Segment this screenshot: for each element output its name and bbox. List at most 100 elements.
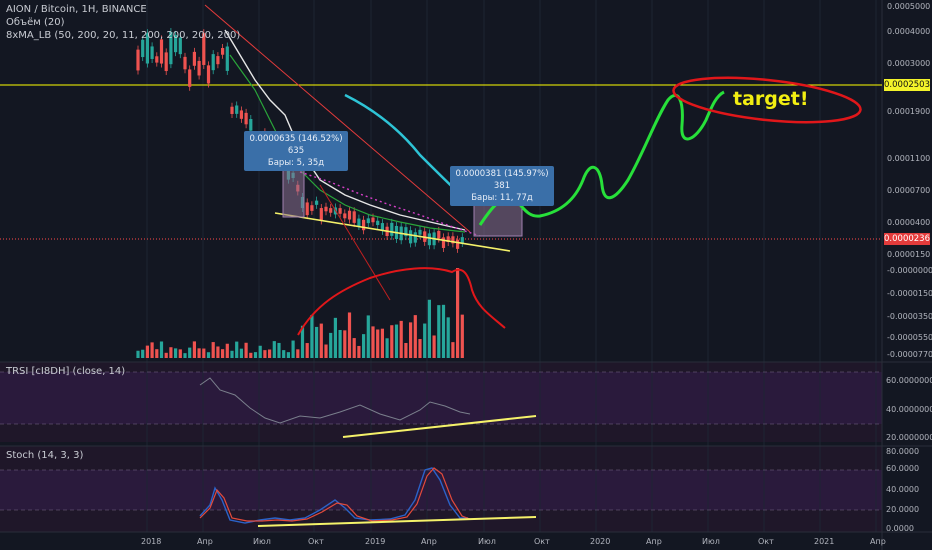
volume-bar: [244, 342, 248, 358]
volume-bar: [319, 323, 323, 358]
volume-bar: [272, 341, 276, 358]
measure1-change: 0.0000635 (146.52%) 635: [249, 134, 343, 156]
stoch-yellow-trendline: [257, 516, 537, 527]
volume-bar: [197, 348, 201, 358]
volume-bar: [268, 349, 272, 358]
volume-bar: [192, 341, 196, 358]
candle-body: [206, 65, 211, 84]
volume-bar: [324, 344, 328, 358]
candle-body: [192, 51, 196, 66]
time-tick: 2021: [814, 537, 834, 546]
candle-body: [347, 210, 352, 220]
volume-bar: [446, 317, 450, 358]
volume-bar: [141, 349, 145, 358]
volume-bar: [183, 353, 187, 358]
candle-body: [310, 205, 314, 211]
volume-bar: [249, 352, 253, 358]
volume-bar: [155, 349, 159, 358]
time-tick: Окт: [308, 537, 324, 546]
candle-body: [145, 33, 149, 64]
time-tick: 2018: [141, 537, 161, 546]
price-tick: -0.0000770: [887, 350, 932, 359]
candle-body: [216, 56, 220, 65]
candle-body: [460, 237, 464, 243]
price-tick: -0.0000000: [887, 266, 932, 275]
candle-body: [413, 232, 417, 243]
volume-bar: [136, 350, 140, 358]
time-tick: Окт: [758, 537, 774, 546]
volume-bar: [282, 350, 286, 358]
candle-body: [155, 56, 159, 63]
candle-body: [376, 220, 380, 226]
time-tick: 2019: [365, 537, 385, 546]
volume-bar: [225, 343, 229, 358]
candle-body: [324, 206, 328, 212]
candle-body: [244, 112, 248, 125]
red-trendline: [204, 4, 471, 233]
candle-body: [357, 218, 361, 226]
volume-bar: [371, 326, 375, 358]
trsi-tick: 20.0000000: [886, 433, 932, 442]
volume-bar: [399, 320, 403, 358]
candle-body: [329, 208, 333, 213]
volume-bar: [347, 312, 352, 358]
volume-bar: [376, 329, 380, 358]
candle-body: [380, 223, 384, 231]
ma-green-line: [229, 54, 466, 233]
candle-body: [141, 39, 145, 58]
candle-body: [315, 200, 319, 205]
trsi-tick: 40.0000000: [886, 405, 932, 414]
volume-bar: [291, 340, 295, 358]
candle-body: [338, 208, 342, 214]
target-ellipse: [672, 76, 862, 124]
trsi-yellow-trendline: [342, 415, 537, 438]
stoch-d-line: [199, 467, 471, 522]
candle-body: [235, 105, 239, 114]
volume-bar: [366, 315, 370, 358]
volume-bar: [437, 305, 441, 358]
volume-bar: [305, 343, 309, 358]
price-tick: 0.0004000: [887, 27, 930, 36]
candle-body: [409, 230, 413, 244]
price-tick: -0.0000550: [887, 333, 932, 342]
price-tick: 0.0001100: [887, 154, 930, 163]
volume-bar: [258, 345, 262, 358]
candle-body: [371, 217, 375, 223]
trsi-indicator-label: TRSI [cI8DH] (close, 14): [6, 366, 126, 377]
candle-body: [352, 211, 356, 223]
current-price-tag: 0.0000236: [884, 233, 930, 245]
candle-body: [451, 236, 455, 244]
volume-bar: [216, 346, 220, 358]
volume-bar: [404, 342, 408, 358]
candle-body: [418, 229, 422, 235]
volume-bar: [239, 348, 243, 358]
volume-bar: [286, 352, 290, 358]
time-tick: Июл: [702, 537, 720, 546]
volume-bar: [188, 347, 192, 358]
candle-body: [437, 230, 441, 239]
volume-bar: [460, 314, 464, 358]
volume-bar: [343, 330, 347, 358]
volume-bar: [333, 317, 337, 358]
stoch-tick: 60.0000: [886, 464, 919, 473]
measure-annotation-2: 0.0000381 (145.97%) 381 Бары: 11, 77д: [450, 166, 554, 206]
volume-bar: [451, 342, 455, 358]
volume-bar: [263, 350, 267, 358]
volume-bar: [352, 338, 356, 358]
price-tick: 0.0000400: [887, 218, 930, 227]
target-level-price-tag: 0.0002503: [884, 79, 930, 91]
time-tick: Июл: [478, 537, 496, 546]
volume-bar: [211, 342, 215, 358]
volume-bar: [380, 328, 384, 358]
volume-bar: [362, 334, 366, 358]
candle-body: [366, 218, 370, 224]
volume-indicator-label: Объём (20): [6, 17, 65, 28]
candle-body: [441, 237, 446, 248]
volume-bar: [296, 349, 300, 358]
price-tick: -0.0000350: [887, 312, 932, 321]
candle-body: [390, 222, 394, 236]
price-tick: 0.0003000: [887, 59, 930, 68]
volume-bar: [206, 352, 211, 358]
cyan-drawn-curve: [344, 93, 463, 197]
